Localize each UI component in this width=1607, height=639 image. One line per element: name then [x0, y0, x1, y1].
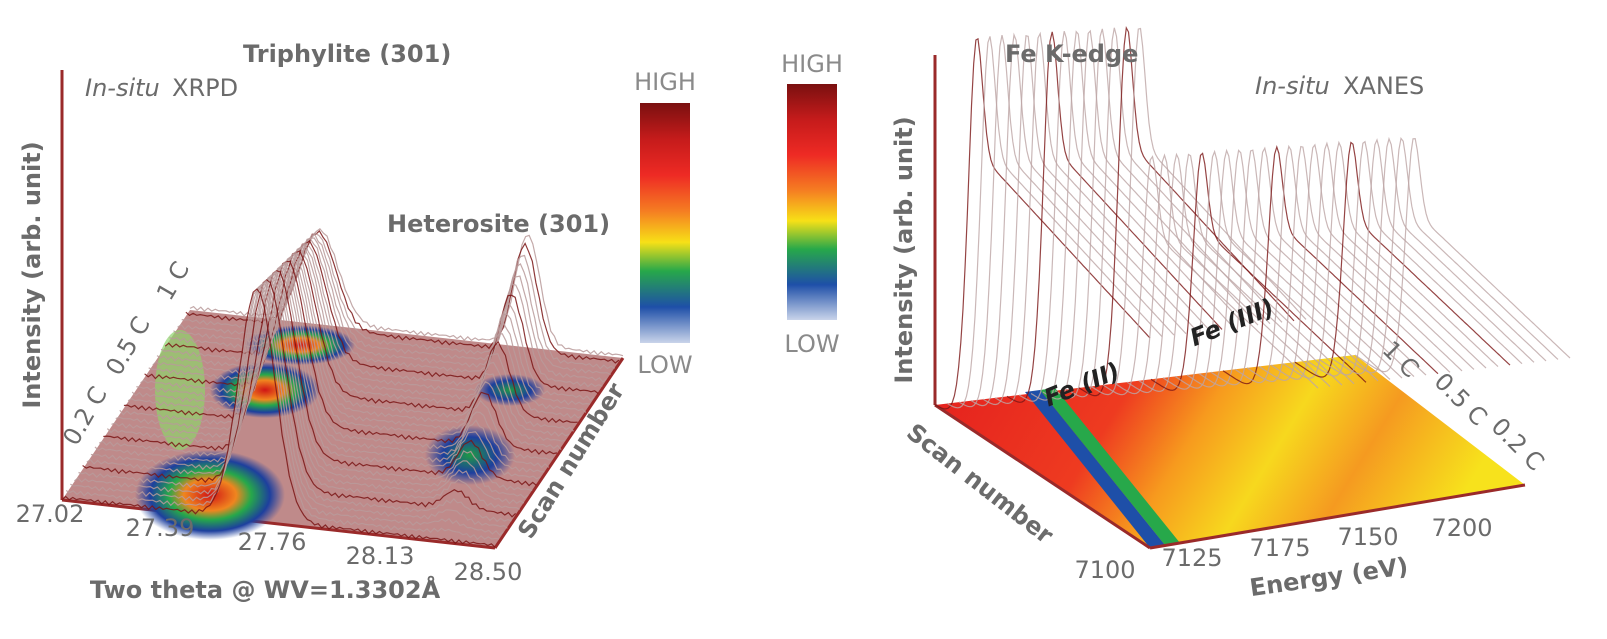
waterfall-line [1354, 137, 1571, 373]
waterfall-line [1294, 141, 1511, 378]
colorbar-low: LOW [784, 330, 839, 358]
waterfall-line [127, 256, 562, 450]
x-tick-label: 27.76 [238, 528, 307, 556]
waterfall-line [136, 252, 570, 437]
waterfall-line [78, 279, 512, 523]
waterfall-line [1306, 140, 1523, 377]
x-tick-label: 7175 [1249, 534, 1310, 562]
x-tick-label: 28.50 [454, 558, 523, 586]
waterfall-line [1222, 145, 1439, 385]
waterfall-line [160, 241, 595, 401]
x-tick-label: 7125 [1161, 544, 1222, 572]
edge-label: Fe K-edge [1005, 40, 1138, 68]
contour [1040, 388, 1180, 545]
waterfall-line [1042, 29, 1259, 400]
waterfall-line [74, 284, 508, 529]
x-tick-label: 27.39 [126, 514, 195, 542]
depth-axis [493, 357, 625, 549]
waterfall-line [1102, 155, 1319, 396]
waterfall-line [156, 243, 591, 406]
title: XANES [1343, 72, 1424, 100]
x-axis [61, 498, 496, 550]
colorbar-low: LOW [637, 351, 692, 379]
xanes-plot: Fe K-edge In-situ XANES Intensity (arb. … [890, 25, 1571, 602]
colorbar [640, 103, 690, 343]
waterfall-line [86, 276, 521, 510]
waterfall-line [111, 264, 545, 473]
waterfall-line [1126, 152, 1343, 394]
waterfall-line [1066, 27, 1283, 398]
waterfall-line [144, 250, 578, 424]
waterfall-line [934, 37, 1151, 410]
waterfall-line [1030, 30, 1247, 401]
waterfall-line [152, 246, 587, 413]
waterfall-line [65, 286, 500, 541]
colorbar [787, 84, 837, 320]
state-label: Fe (III) [1186, 293, 1278, 352]
waterfall-line [1138, 153, 1355, 392]
waterfall-line [970, 32, 1187, 407]
waterfall-line [164, 240, 599, 394]
peak-label: Triphylite (301) [243, 40, 451, 68]
waterfall-line [90, 274, 525, 505]
title-italic: In-situ [1255, 72, 1330, 100]
depth-axis [934, 403, 1151, 550]
waterfall-line [140, 251, 574, 432]
x-tick-label: 7200 [1431, 514, 1492, 542]
waterfall-line [1186, 149, 1403, 388]
waterfall-line [1090, 27, 1307, 396]
waterfall-line [123, 260, 558, 455]
waterfall-line [1162, 149, 1379, 390]
waterfall-line [1006, 31, 1223, 403]
waterfall-line [994, 31, 1211, 405]
x-label: Two theta @ WV=1.3302Å [90, 575, 441, 604]
x-axis [1149, 483, 1526, 550]
x-tick-label: 7150 [1337, 523, 1398, 551]
title-italic: In-situ [85, 74, 160, 102]
waterfall-line [1018, 31, 1235, 402]
waterfall-line [82, 279, 517, 518]
waterfall-line [106, 266, 541, 480]
waterfall-line [1330, 136, 1547, 375]
title: XRPD [172, 74, 238, 102]
waterfall-line [1078, 25, 1295, 397]
waterfall-line [1234, 144, 1451, 384]
waterfall-line [982, 35, 1199, 406]
waterfall-line [1318, 138, 1535, 376]
waterfall-line [169, 237, 603, 388]
waterfall-line [1210, 146, 1427, 386]
contour [1025, 390, 1165, 548]
waterfall-line [1342, 136, 1559, 374]
waterfall-line [61, 288, 496, 548]
x-tick-label: 28.13 [346, 542, 415, 570]
waterfall-line [1246, 145, 1463, 383]
waterfall-line [103, 270, 537, 487]
waterfall-line [1174, 148, 1391, 389]
waterfall-line [70, 283, 504, 536]
waterfall-line [148, 246, 583, 419]
waterfall-line [1198, 149, 1415, 387]
colorbar-high: HIGH [634, 68, 696, 96]
y-label: Intensity (arb. unit) [890, 116, 918, 383]
waterfall-line [119, 260, 554, 461]
floor [935, 355, 1525, 548]
waterfall-line [98, 269, 533, 492]
waterfall-line [1150, 152, 1367, 391]
waterfall-line [1114, 153, 1331, 395]
waterfall-line [131, 255, 566, 442]
rate-label: 0.5 C [100, 312, 156, 380]
xrpd-plot: In-situ XRPD Triphylite (301) Heterosite… [16, 40, 631, 604]
peak-label: Heterosite (301) [387, 210, 610, 238]
waterfall-line [115, 263, 550, 469]
waterfall-line [94, 273, 529, 499]
waterfall-line [1054, 28, 1271, 399]
rate-label: 1 C [151, 257, 195, 305]
x-tick-label: 7100 [1074, 556, 1135, 584]
x-tick-label: 27.02 [16, 500, 85, 528]
colorbar-high: HIGH [781, 50, 843, 78]
y-label: Intensity (arb. unit) [18, 141, 46, 408]
